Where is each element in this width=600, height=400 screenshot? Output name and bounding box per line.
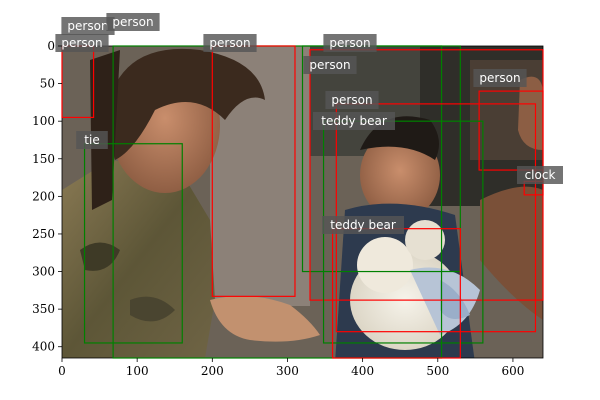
y-tick-label: 150 bbox=[32, 152, 55, 166]
x-tick-label: 200 bbox=[201, 364, 224, 378]
y-tick-label: 50 bbox=[40, 77, 55, 91]
x-tick-label: 500 bbox=[426, 364, 449, 378]
label-person-1: person bbox=[106, 13, 160, 31]
x-axis: 0 100 200 300 400 500 600 bbox=[58, 358, 524, 378]
x-tick-label: 600 bbox=[501, 364, 524, 378]
svg-text:tie: tie bbox=[84, 133, 99, 147]
label-person-4: person bbox=[323, 34, 377, 52]
bbox-person-3 bbox=[301, 45, 461, 273]
bbox-person-5 bbox=[478, 90, 544, 171]
y-tick-label: 250 bbox=[32, 227, 55, 241]
y-tick-label: 300 bbox=[32, 265, 55, 279]
label-tie-9: tie bbox=[76, 131, 108, 149]
label-person-6: person bbox=[473, 69, 527, 87]
svg-text:person: person bbox=[67, 19, 108, 33]
svg-text:person: person bbox=[309, 58, 350, 72]
bbox-tie-8 bbox=[83, 143, 183, 344]
label-person-2: person bbox=[55, 34, 109, 52]
svg-text:person: person bbox=[479, 71, 520, 85]
svg-text:clock: clock bbox=[525, 168, 556, 182]
x-tick-label: 0 bbox=[58, 364, 66, 378]
label-teddy-bear-8: teddy bear bbox=[313, 112, 395, 130]
svg-text:teddy bear: teddy bear bbox=[321, 114, 387, 128]
label-person-3: person bbox=[203, 34, 257, 52]
label-person-7: person bbox=[325, 91, 379, 109]
label-teddy-bear-11: teddy bear bbox=[322, 216, 404, 234]
svg-text:teddy bear: teddy bear bbox=[330, 218, 396, 232]
y-tick-label: 200 bbox=[32, 189, 55, 203]
svg-text:person: person bbox=[329, 36, 370, 50]
svg-text:person: person bbox=[209, 36, 250, 50]
y-tick-label: 350 bbox=[32, 302, 55, 316]
label-person-5: person bbox=[303, 56, 357, 74]
svg-text:person: person bbox=[331, 93, 372, 107]
x-tick-label: 100 bbox=[126, 364, 149, 378]
label-person-0: person bbox=[61, 17, 115, 35]
label-clock-10: clock bbox=[517, 166, 563, 184]
y-tick-label: 100 bbox=[32, 114, 55, 128]
y-axis: 0 50 100 150 200 250 300 350 400 bbox=[32, 39, 62, 354]
svg-text:person: person bbox=[112, 15, 153, 29]
x-tick-label: 400 bbox=[351, 364, 374, 378]
svg-text:person: person bbox=[61, 36, 102, 50]
y-tick-label: 400 bbox=[32, 340, 55, 354]
x-tick-label: 300 bbox=[276, 364, 299, 378]
y-tick-label: 0 bbox=[47, 39, 55, 53]
box-labels: person person person person person person pers… bbox=[55, 13, 563, 234]
